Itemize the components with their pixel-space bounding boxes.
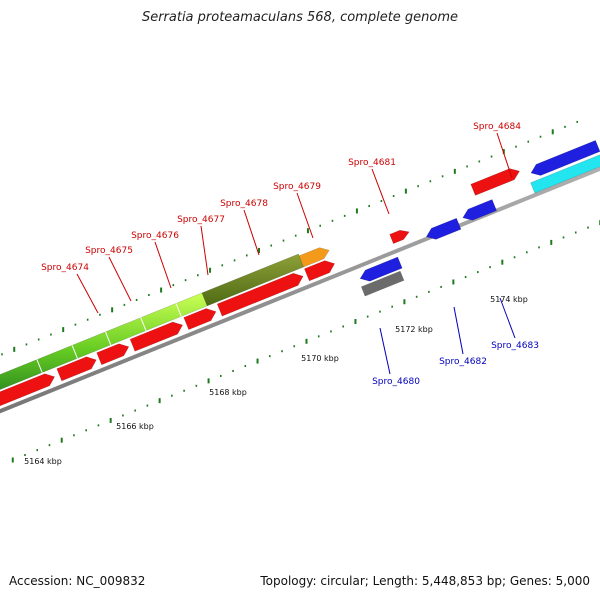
forward-cds-arrow xyxy=(304,260,335,282)
accession-text: Accession: NC_009832 xyxy=(9,574,146,588)
feature-divider xyxy=(105,331,112,346)
forward-cds-arrow xyxy=(216,273,304,317)
gene-label-spro_4683: Spro_4683 xyxy=(491,341,539,351)
map-title: Serratia proteamaculans 568, complete ge… xyxy=(141,10,459,25)
leader-line xyxy=(296,192,314,239)
leader-line xyxy=(76,273,99,314)
forward-cds-arrow xyxy=(96,343,130,366)
scale-label: 5168 kbp xyxy=(209,388,247,397)
scale-label: 5172 kbp xyxy=(395,325,433,334)
gene-label-spro_4682: Spro_4682 xyxy=(439,357,487,367)
scale-label: 5164 kbp xyxy=(24,457,62,466)
leader-line xyxy=(379,327,391,375)
gene-label-spro_4674: Spro_4674 xyxy=(41,263,89,273)
gene-label-spro_4677: Spro_4677 xyxy=(177,215,225,225)
feature-divider xyxy=(71,345,78,359)
feature-block xyxy=(360,270,405,297)
gene-label-spro_4675: Spro_4675 xyxy=(85,246,133,256)
gene-label-spro_4679: Spro_4679 xyxy=(273,182,321,192)
reverse-cds-arrow xyxy=(359,256,403,282)
reverse-cds-arrow xyxy=(530,140,600,176)
leader-line xyxy=(496,132,513,179)
leader-line xyxy=(243,209,260,256)
scale-label: 5170 kbp xyxy=(301,354,339,363)
forward-cds-arrow xyxy=(470,168,520,196)
scale-label: 5174 kbp xyxy=(490,295,528,304)
gene-label-spro_4676: Spro_4676 xyxy=(131,231,179,241)
leader-line xyxy=(200,225,209,276)
reverse-cds-arrow xyxy=(425,217,462,240)
scale-label: 5166 kbp xyxy=(116,422,154,431)
leader-line xyxy=(154,241,172,289)
gene-label-spro_4681: Spro_4681 xyxy=(348,158,396,168)
forward-cds-arrow xyxy=(56,356,97,382)
forward-cds-arrow xyxy=(183,308,217,330)
feature-divider xyxy=(175,303,182,317)
gene-label-spro_4678: Spro_4678 xyxy=(220,199,268,209)
gene-label-spro_4680: Spro_4680 xyxy=(372,377,420,387)
feature-block xyxy=(201,253,304,307)
forward-cds-arrow xyxy=(0,373,55,407)
leader-line xyxy=(371,168,390,215)
forward-cds-arrow xyxy=(389,229,410,244)
feature-divider xyxy=(140,317,147,331)
feature-divider xyxy=(36,359,43,373)
leader-line xyxy=(453,306,464,355)
forward-cds-arrow xyxy=(129,321,183,352)
gene-label-spro_4684: Spro_4684 xyxy=(473,122,521,132)
feature-block xyxy=(298,247,330,268)
leader-line xyxy=(108,256,132,302)
feature-block xyxy=(530,154,600,194)
reverse-cds-arrow xyxy=(462,199,497,221)
genome-info-text: Topology: circular; Length: 5,448,853 bp… xyxy=(260,574,590,588)
leader-line xyxy=(499,297,516,339)
